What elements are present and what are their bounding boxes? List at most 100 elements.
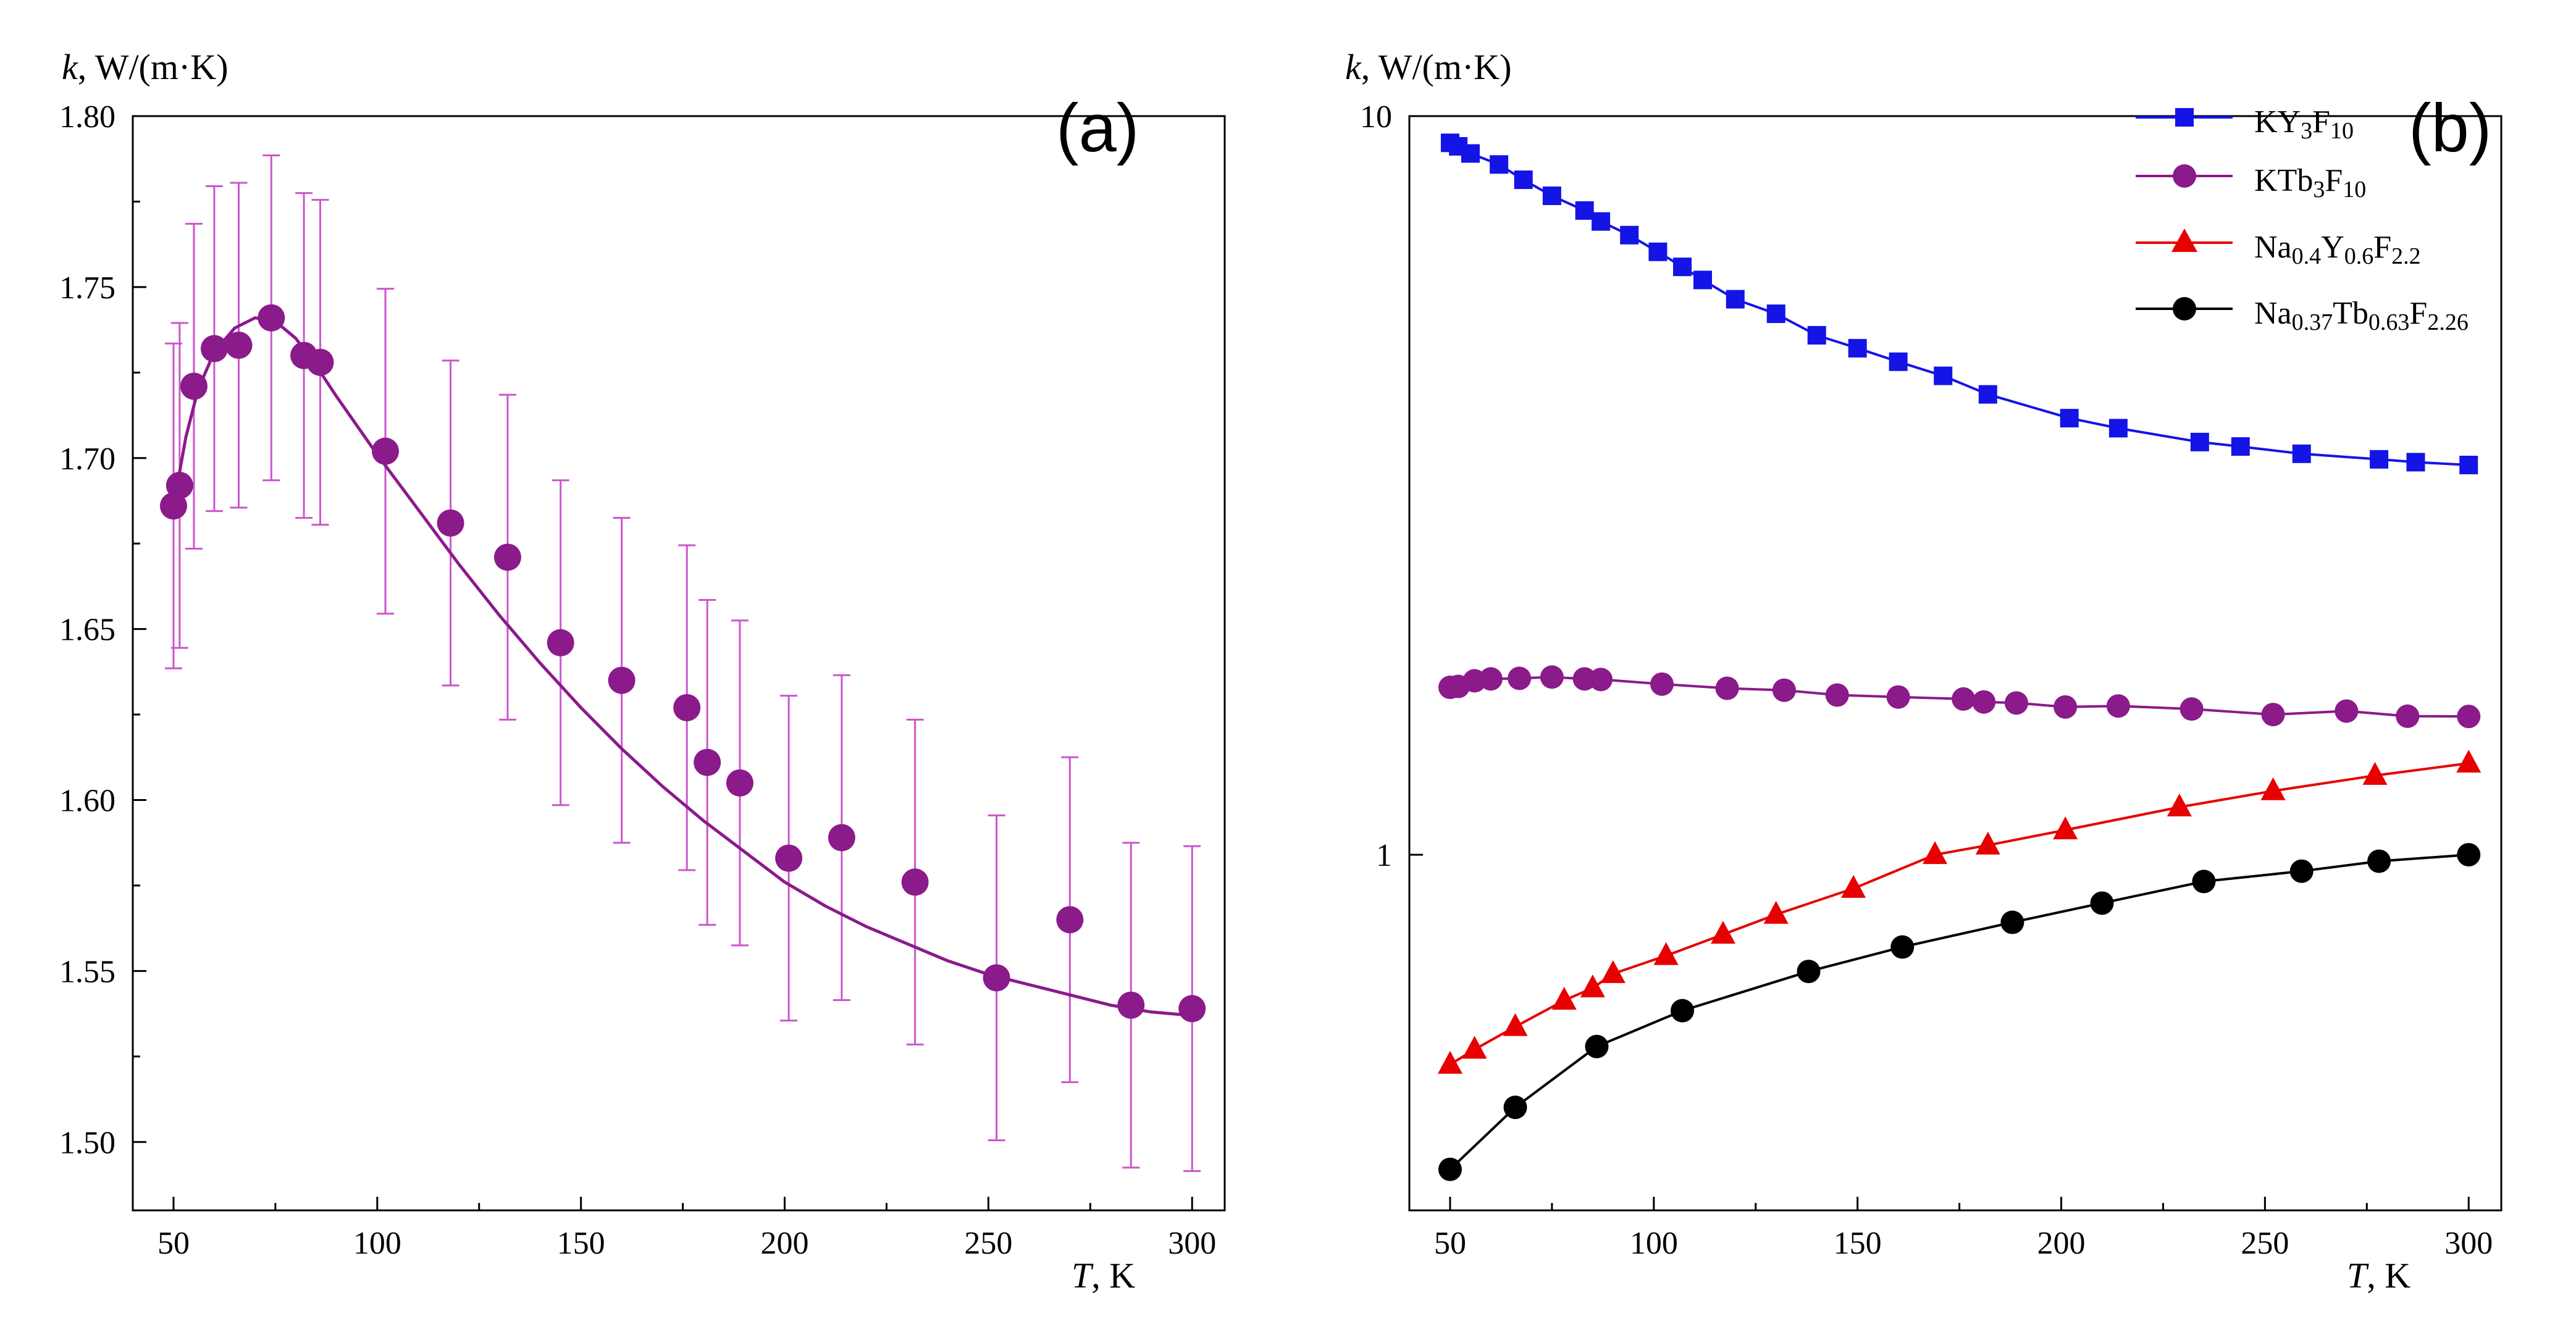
data-points-a xyxy=(159,304,1206,1023)
svg-text:Na0.4Y0.6F2.2: Na0.4Y0.6F2.2 xyxy=(2254,230,2421,269)
data-point xyxy=(1592,212,1611,231)
data-point xyxy=(2260,777,2286,800)
legend-entry: Na0.37Tb0.63F2.26 xyxy=(2136,296,2469,335)
data-point xyxy=(1620,225,1639,245)
data-point xyxy=(983,964,1010,992)
data-point xyxy=(1952,687,1976,711)
x-tick-label: 300 xyxy=(1168,1226,1216,1261)
y-tick-label: 1.55 xyxy=(59,954,115,989)
legend-entry: KY3F10 xyxy=(2136,104,2354,144)
data-point xyxy=(2362,761,2388,785)
data-point xyxy=(2000,910,2024,934)
data-point xyxy=(1575,201,1594,220)
y-axis-title-b: k, W/(m·K) xyxy=(1345,47,1512,87)
data-point xyxy=(225,332,253,359)
data-point xyxy=(1514,170,1533,190)
data-point xyxy=(159,492,187,520)
data-point xyxy=(1726,290,1745,309)
x-tick-label: 50 xyxy=(1434,1226,1466,1261)
data-point xyxy=(901,868,929,896)
data-point xyxy=(1461,144,1480,163)
data-point xyxy=(1972,690,1996,714)
x-tick-label: 250 xyxy=(2241,1226,2289,1261)
data-point xyxy=(1890,935,1915,959)
x-axis-ticks-b: 50 100 150 200 250 300 xyxy=(1434,1197,2493,1261)
panel-label-b: (b) xyxy=(2409,90,2491,166)
svg-text:KTb3F10: KTb3F10 xyxy=(2254,163,2366,203)
data-point xyxy=(1807,325,1826,345)
data-point xyxy=(2004,691,2028,715)
y-tick-label: 1 xyxy=(1376,838,1392,873)
legend-entry: KTb3F10 xyxy=(2136,163,2366,203)
data-point xyxy=(1763,900,1789,924)
data-point xyxy=(2457,843,2481,867)
data-point xyxy=(726,769,753,797)
data-point xyxy=(1848,338,1867,358)
data-point xyxy=(1600,960,1626,983)
legend-entry: Na0.4Y0.6F2.2 xyxy=(2136,228,2421,269)
x-tick-label: 300 xyxy=(2444,1226,2493,1261)
data-point xyxy=(2289,859,2314,883)
data-point xyxy=(2053,816,2078,840)
x-tick-label: 250 xyxy=(964,1226,1012,1261)
plot-area-a xyxy=(132,115,1226,1212)
data-point xyxy=(1462,1036,1487,1059)
y-tick-label: 1.50 xyxy=(59,1125,115,1160)
data-point xyxy=(1508,666,1532,690)
data-point xyxy=(2190,432,2209,451)
data-point xyxy=(1975,831,2000,855)
series-line xyxy=(1449,853,2469,1171)
data-point xyxy=(2231,437,2250,456)
y-tick-label: 1.75 xyxy=(59,270,115,306)
data-point xyxy=(2370,450,2389,469)
x-tick-label: 200 xyxy=(2037,1226,2086,1261)
data-point xyxy=(1978,385,1997,404)
data-point xyxy=(1766,304,1785,324)
data-point xyxy=(1580,974,1605,997)
x-tick-label: 100 xyxy=(353,1226,401,1261)
data-point xyxy=(1889,352,1908,371)
data-point xyxy=(1715,676,1739,700)
x-axis-title-a: T, K xyxy=(1072,1255,1135,1296)
data-point xyxy=(166,472,193,500)
data-point xyxy=(1841,874,1866,898)
plot-area-b xyxy=(1408,115,2503,1212)
data-point xyxy=(372,437,400,465)
y-tick-label: 10 xyxy=(1360,99,1392,135)
data-point xyxy=(2090,891,2114,915)
x-tick-label: 50 xyxy=(157,1226,190,1261)
x-axis-title-b: T, K xyxy=(2347,1255,2410,1296)
data-point xyxy=(2261,703,2285,727)
data-point xyxy=(1542,186,1561,206)
data-point xyxy=(180,372,208,400)
chart-panel-b: 1 10 50 100 150 200 250 300 k, W/(m·K) T, K (b… xyxy=(1345,47,2503,1296)
x-tick-label: 150 xyxy=(557,1226,605,1261)
y-axis-ticks-b: 1 10 xyxy=(1360,99,1423,873)
data-point xyxy=(2054,695,2078,719)
data-points-b xyxy=(1437,133,2482,1181)
data-point xyxy=(200,335,228,362)
legend-b: KY3F10 KTb3F10 Na0.4Y0.6F2.2 Na0.37Tb0.6… xyxy=(2136,104,2469,335)
data-point xyxy=(775,844,803,872)
data-point xyxy=(608,666,636,694)
chart-panel-a: 1.50 1.55 1.60 1.65 1.70 1.75 1.80 50 100 150 200… xyxy=(59,47,1226,1296)
data-point xyxy=(1797,960,1821,984)
data-point xyxy=(2457,705,2481,729)
y-tick-label: 1.60 xyxy=(59,784,115,819)
data-point xyxy=(1673,258,1692,277)
y-tick-label: 1.80 xyxy=(59,99,115,135)
data-point xyxy=(306,348,334,376)
data-point xyxy=(2396,704,2420,728)
data-point xyxy=(1650,672,1674,696)
svg-text:Na0.37Tb0.63F2.26: Na0.37Tb0.63F2.26 xyxy=(2254,296,2469,335)
data-point xyxy=(1551,986,1577,1010)
data-point xyxy=(673,693,701,721)
data-point xyxy=(2292,444,2311,463)
data-point xyxy=(2167,793,2192,816)
data-point xyxy=(1437,1050,1462,1074)
data-point xyxy=(1178,995,1206,1023)
panel-label-a: (a) xyxy=(1056,90,1139,166)
data-point xyxy=(1693,270,1712,290)
data-point xyxy=(1056,906,1084,934)
data-point xyxy=(2192,869,2216,894)
